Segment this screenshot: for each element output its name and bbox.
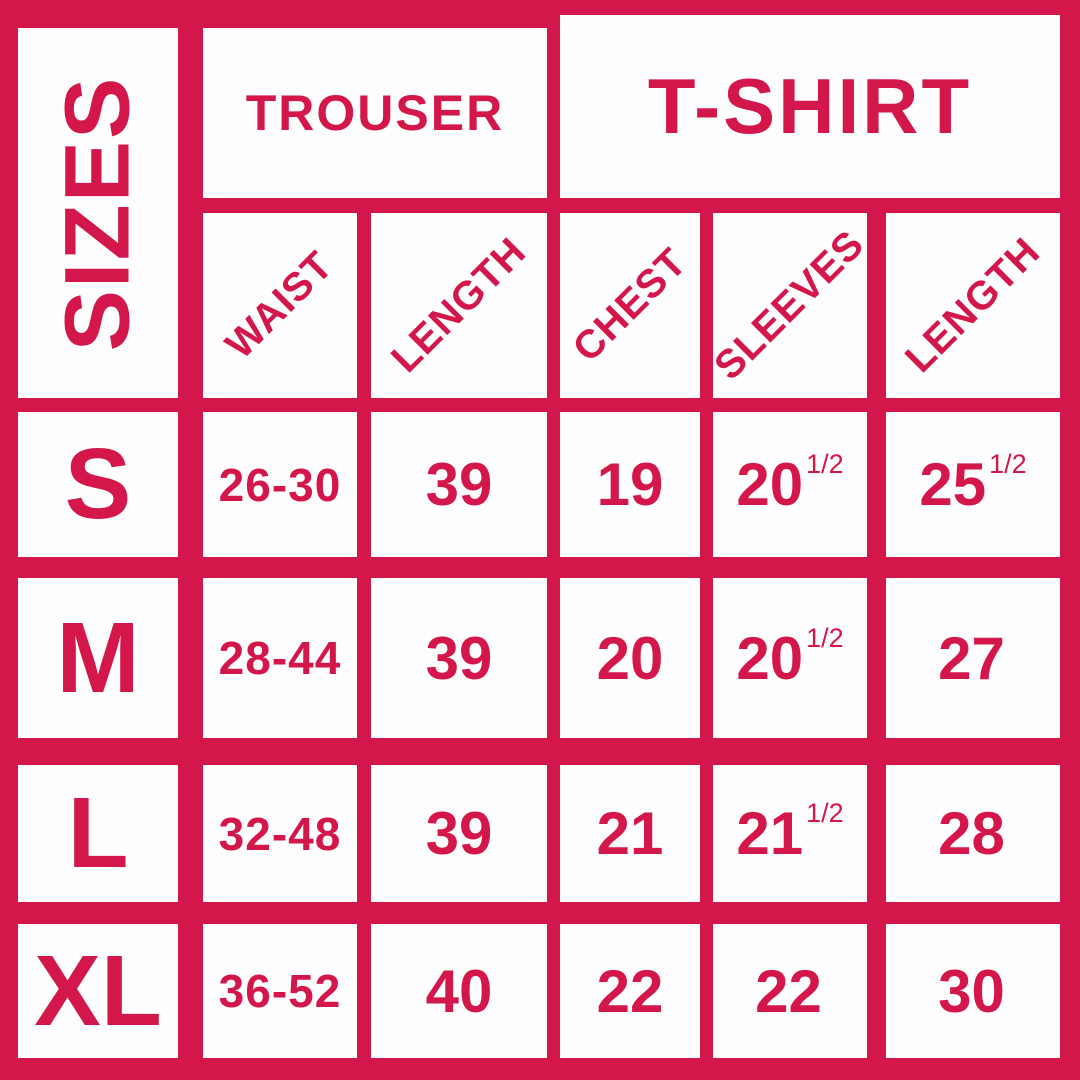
l-tshirt-length-value-group: 28 — [938, 799, 1008, 868]
l-sleeves-value: 21 — [736, 800, 804, 867]
s-tshirt-length-cell: 25 1/2 — [886, 412, 1060, 557]
l-size-cell: L — [18, 765, 178, 902]
s-size-cell: S — [18, 412, 178, 557]
xl-trouser-length-cell: 40 — [371, 924, 547, 1058]
m-tshirt-length-value-group: 27 — [938, 624, 1008, 693]
l-waist-value: 32-48 — [218, 807, 342, 860]
xl-waist-value: 36-52 — [218, 965, 342, 1017]
xl-sleeves-cell: 22 — [713, 924, 867, 1058]
m-size-label: M — [56, 601, 140, 714]
sizes-title: SIZES — [46, 75, 149, 351]
s-trouser-length-value: 39 — [425, 451, 493, 518]
s-tshirt-length-value-group: 25 1/2 — [919, 449, 1027, 519]
m-trouser-length-value: 39 — [425, 624, 493, 692]
sleeves-header-label: SLEEVES — [706, 221, 873, 389]
xl-trouser-length-value: 40 — [425, 957, 493, 1025]
m-size-cell: M — [18, 578, 178, 738]
column-header-sleeves: SLEEVES — [706, 213, 873, 398]
l-trouser-length-value: 39 — [425, 800, 493, 867]
l-sleeves-value-group: 21 1/2 — [736, 798, 844, 868]
xl-chest-cell: 22 — [560, 924, 700, 1058]
column-header-chest: CHEST — [560, 213, 700, 398]
m-chest-cell: 20 — [560, 578, 700, 738]
trouser-group-header-cell: TROUSER — [203, 28, 547, 198]
xl-tshirt-length-cell: 30 — [886, 924, 1060, 1058]
s-size-label: S — [64, 428, 132, 540]
m-sleeves-value: 20 — [736, 624, 804, 692]
s-sleeves-cell: 20 1/2 — [713, 412, 867, 557]
xl-tshirt-length-value-group: 30 — [938, 957, 1008, 1026]
s-chest-cell: 19 — [560, 412, 700, 557]
xl-chest-value: 22 — [596, 957, 664, 1025]
xl-tshirt-length-value: 30 — [938, 957, 1005, 1025]
l-tshirt-length-cell: 28 — [886, 765, 1060, 902]
trouser-group-label: TROUSER — [245, 85, 505, 141]
l-tshirt-length-value: 28 — [938, 800, 1005, 867]
column-header-trouser-length: LENGTH — [371, 213, 547, 398]
waist-header-label: WAIST — [217, 243, 342, 368]
m-tshirt-length-value: 27 — [938, 624, 1005, 692]
m-trouser-length-cell: 39 — [371, 578, 547, 738]
s-trouser-length-cell: 39 — [371, 412, 547, 557]
column-header-waist: WAIST — [203, 213, 357, 398]
xl-size-cell: XL — [18, 924, 178, 1058]
trouser-length-header-label: LENGTH — [382, 229, 535, 381]
tshirt-group-header-cell: T-SHIRT — [560, 15, 1060, 198]
m-chest-value: 20 — [596, 624, 664, 692]
s-sleeves-value: 20 — [736, 451, 804, 518]
l-trouser-length-cell: 39 — [371, 765, 547, 902]
s-sleeves-fraction: 1/2 — [806, 449, 844, 479]
m-sleeves-cell: 20 1/2 — [713, 578, 867, 738]
chest-header-label: CHEST — [564, 239, 695, 371]
m-sleeves-fraction: 1/2 — [806, 622, 844, 653]
s-chest-value: 19 — [596, 451, 664, 518]
xl-waist-cell: 36-52 — [203, 924, 357, 1058]
s-sleeves-value-group: 20 1/2 — [736, 449, 844, 519]
l-size-label: L — [67, 777, 129, 889]
s-waist-value: 26-30 — [218, 458, 342, 511]
column-header-tshirt-length: LENGTH — [886, 213, 1060, 398]
xl-size-label: XL — [34, 934, 162, 1047]
l-waist-cell: 32-48 — [203, 765, 357, 902]
m-waist-value: 28-44 — [218, 632, 342, 684]
xl-sleeves-value: 22 — [755, 957, 822, 1025]
m-tshirt-length-cell: 27 — [886, 578, 1060, 738]
s-tshirt-length-value: 25 — [919, 451, 987, 518]
tshirt-length-header-label: LENGTH — [896, 229, 1049, 381]
xl-sleeves-value-group: 22 — [755, 957, 825, 1026]
l-chest-cell: 21 — [560, 765, 700, 902]
m-sleeves-value-group: 20 1/2 — [736, 622, 844, 693]
l-sleeves-fraction: 1/2 — [806, 798, 844, 828]
l-sleeves-cell: 21 1/2 — [713, 765, 867, 902]
s-tshirt-length-fraction: 1/2 — [989, 449, 1027, 479]
tshirt-group-label: T-SHIRT — [647, 62, 973, 150]
l-chest-value: 21 — [596, 800, 664, 867]
sizes-header-cell: SIZES — [18, 28, 178, 398]
m-waist-cell: 28-44 — [203, 578, 357, 738]
s-waist-cell: 26-30 — [203, 412, 357, 557]
